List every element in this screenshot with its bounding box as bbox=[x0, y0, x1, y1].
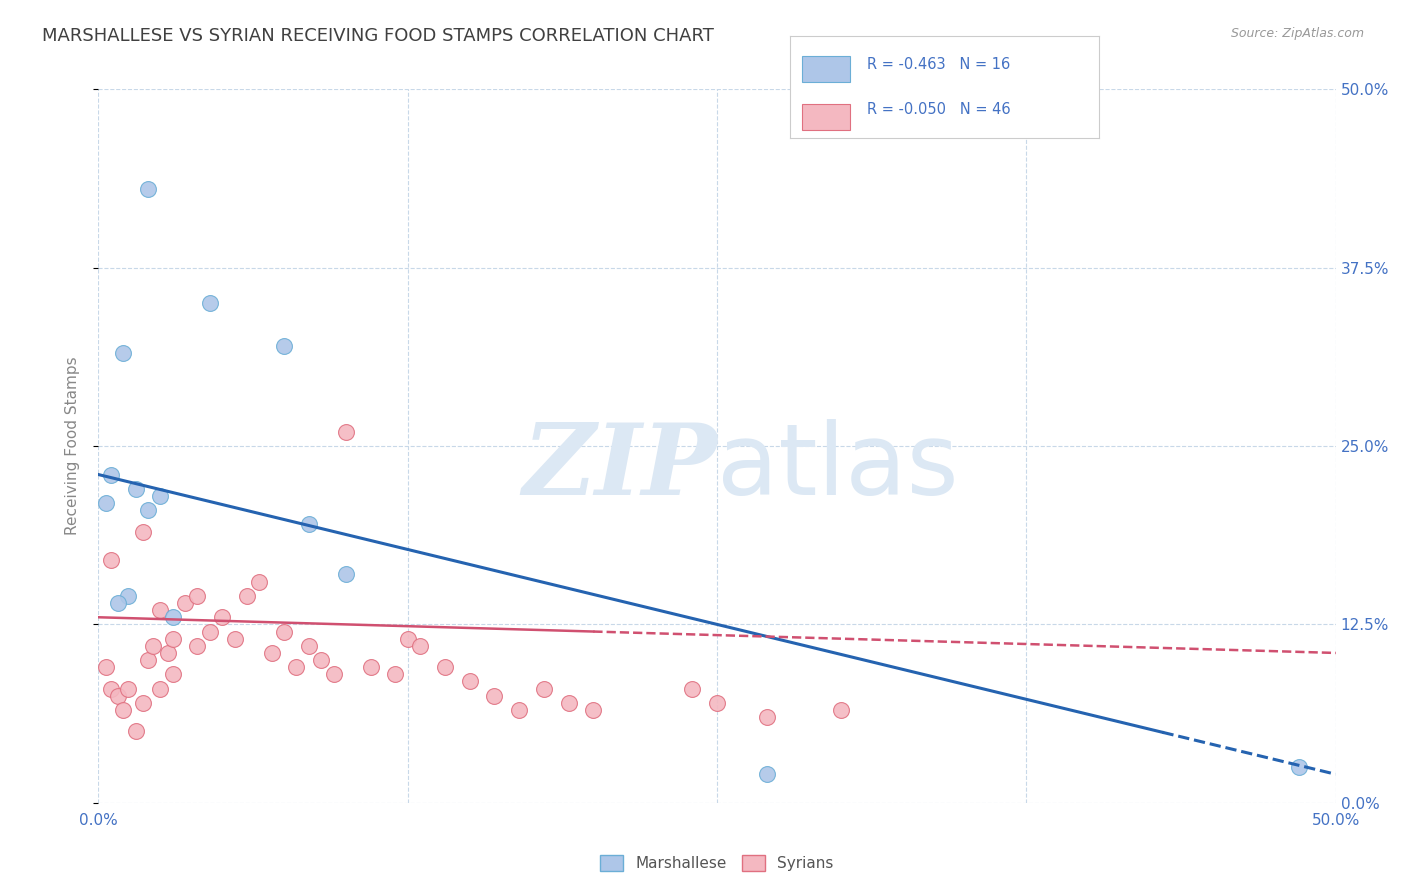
Point bbox=[112, 703, 135, 717]
Point bbox=[117, 589, 139, 603]
Point bbox=[322, 667, 344, 681]
Point bbox=[132, 524, 155, 539]
Point bbox=[681, 681, 703, 696]
Point bbox=[107, 596, 129, 610]
Point bbox=[132, 696, 155, 710]
Legend: Marshallese, Syrians: Marshallese, Syrians bbox=[595, 849, 839, 877]
Point bbox=[124, 724, 146, 739]
Point bbox=[162, 667, 184, 681]
Point bbox=[273, 624, 295, 639]
Point bbox=[433, 660, 456, 674]
Point bbox=[156, 646, 179, 660]
Point bbox=[706, 696, 728, 710]
Point bbox=[309, 653, 332, 667]
Point bbox=[285, 660, 308, 674]
Point bbox=[755, 767, 778, 781]
Point bbox=[124, 482, 146, 496]
Point bbox=[198, 624, 221, 639]
Point bbox=[100, 681, 122, 696]
Text: Source: ZipAtlas.com: Source: ZipAtlas.com bbox=[1230, 27, 1364, 40]
Point bbox=[409, 639, 432, 653]
Point bbox=[100, 553, 122, 567]
Text: MARSHALLESE VS SYRIAN RECEIVING FOOD STAMPS CORRELATION CHART: MARSHALLESE VS SYRIAN RECEIVING FOOD STA… bbox=[42, 27, 714, 45]
Bar bbox=[801, 104, 849, 130]
Point bbox=[1288, 760, 1310, 774]
Point bbox=[830, 703, 852, 717]
Text: R = -0.050   N = 46: R = -0.050 N = 46 bbox=[868, 102, 1011, 117]
Y-axis label: Receiving Food Stamps: Receiving Food Stamps bbox=[65, 357, 80, 535]
Point bbox=[112, 346, 135, 360]
Bar bbox=[801, 56, 849, 82]
Point bbox=[298, 517, 321, 532]
Point bbox=[136, 503, 159, 517]
Point bbox=[94, 660, 117, 674]
Point bbox=[211, 610, 233, 624]
Point bbox=[94, 496, 117, 510]
Point bbox=[273, 339, 295, 353]
Point bbox=[149, 489, 172, 503]
Point bbox=[174, 596, 197, 610]
Point bbox=[117, 681, 139, 696]
Point bbox=[557, 696, 579, 710]
Point bbox=[107, 689, 129, 703]
Point bbox=[582, 703, 605, 717]
Point bbox=[136, 653, 159, 667]
Point bbox=[360, 660, 382, 674]
Point bbox=[149, 603, 172, 617]
Point bbox=[396, 632, 419, 646]
Point bbox=[508, 703, 530, 717]
Point bbox=[384, 667, 406, 681]
Point bbox=[335, 425, 357, 439]
Point bbox=[335, 567, 357, 582]
Point bbox=[186, 589, 208, 603]
Point bbox=[100, 467, 122, 482]
Point bbox=[484, 689, 506, 703]
Point bbox=[236, 589, 259, 603]
Point bbox=[247, 574, 270, 589]
Point bbox=[186, 639, 208, 653]
Text: atlas: atlas bbox=[717, 419, 959, 516]
Point bbox=[224, 632, 246, 646]
Text: R = -0.463   N = 16: R = -0.463 N = 16 bbox=[868, 57, 1010, 72]
Point bbox=[755, 710, 778, 724]
Text: ZIP: ZIP bbox=[522, 419, 717, 516]
Point bbox=[142, 639, 165, 653]
Point bbox=[298, 639, 321, 653]
Point bbox=[136, 182, 159, 196]
Point bbox=[260, 646, 283, 660]
Point bbox=[162, 632, 184, 646]
Point bbox=[533, 681, 555, 696]
Point bbox=[198, 296, 221, 310]
Point bbox=[458, 674, 481, 689]
Point bbox=[162, 610, 184, 624]
Point bbox=[149, 681, 172, 696]
